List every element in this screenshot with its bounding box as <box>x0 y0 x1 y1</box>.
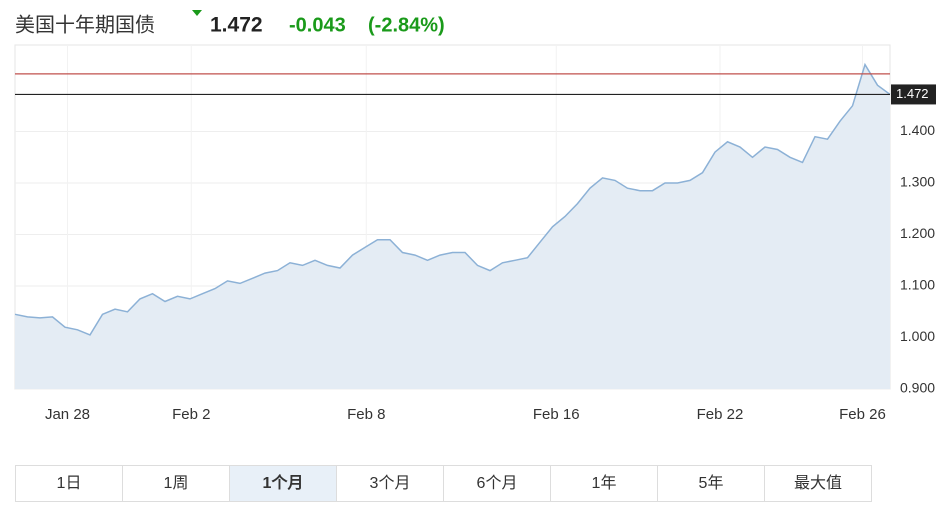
range-tab[interactable]: 3个月 <box>337 466 444 501</box>
x-tick-label: Feb 2 <box>172 406 210 423</box>
area <box>15 64 890 389</box>
y-tick-label: 1.000 <box>900 328 935 344</box>
change-pct: (-2.84%) <box>368 14 445 36</box>
range-tab[interactable]: 6个月 <box>444 466 551 501</box>
range-tab[interactable]: 1年 <box>551 466 658 501</box>
price: 1.472 <box>210 14 263 37</box>
y-tick-label: 1.200 <box>900 225 935 241</box>
instrument-title: 美国十年期国债 <box>15 13 155 36</box>
range-tabs: 1日 1周 1个月 3个月 6个月 1年 5年 最大值 <box>15 465 872 502</box>
range-tab[interactable]: 最大值 <box>793 475 842 492</box>
x-tick-label: Feb 22 <box>697 406 744 423</box>
chart: 美国十年期国债 1.472 -0.043 (-2.84%) 0.900 1.000… <box>14 10 936 423</box>
change: -0.043 <box>289 14 346 36</box>
y-tick-label: 1.400 <box>900 122 935 138</box>
range-tab[interactable]: 1周 <box>123 466 230 501</box>
x-tick-label: Feb 16 <box>533 406 580 423</box>
down-arrow <box>192 10 202 16</box>
range-tab[interactable]: 1日 <box>16 466 123 501</box>
y-tick-label: 1.100 <box>900 277 935 293</box>
range-tab[interactable]: 5年 <box>658 466 765 501</box>
last-price-tag <box>891 84 936 105</box>
x-tick-label: Jan 28 <box>45 406 90 423</box>
range-tab[interactable]: 1个月 <box>230 466 337 501</box>
last-price-label: 1.472 <box>896 86 929 101</box>
x-tick-label: Feb 26 <box>839 406 886 423</box>
x-tick-label: Feb 8 <box>347 406 385 423</box>
y-tick-label: 0.900 <box>900 380 935 396</box>
y-tick-label: 1.300 <box>900 174 935 190</box>
line <box>14 62 891 336</box>
